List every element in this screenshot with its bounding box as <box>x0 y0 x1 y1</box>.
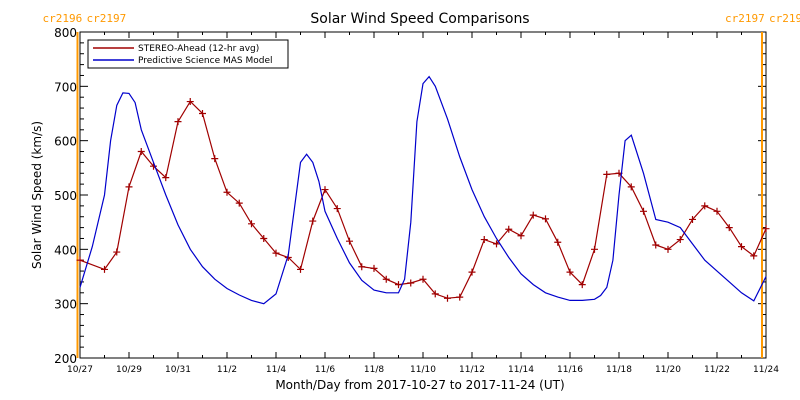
data-point-marker <box>346 237 353 245</box>
x-tick-label: 11/10 <box>410 365 436 375</box>
y-tick-label: 200 <box>54 352 77 366</box>
legend-box <box>87 39 289 69</box>
data-point-marker <box>591 245 598 253</box>
x-tick-label: 11/14 <box>508 365 534 375</box>
data-point-marker <box>235 199 243 207</box>
data-point-marker <box>358 263 366 271</box>
data-point-marker <box>419 275 427 283</box>
data-point-marker <box>321 186 329 194</box>
x-tick-label: 10/31 <box>165 365 191 375</box>
data-point-marker <box>554 238 562 246</box>
x-tick-label: 11/24 <box>753 365 779 375</box>
data-point-marker <box>297 265 304 273</box>
data-point-marker <box>689 215 696 223</box>
data-point-marker <box>529 211 537 219</box>
data-point-marker <box>162 174 170 182</box>
carrington-label-right: cr2197 <box>87 12 127 25</box>
data-point-marker <box>676 236 684 244</box>
axes: 200 300 400 500 600 700 800 10/27 10/29 10/31 11/2… <box>54 26 779 375</box>
y-tick-label: 600 <box>54 135 77 149</box>
y-axis-label: Solar Wind Speed (km/s) <box>30 121 44 269</box>
plot-frame <box>79 31 767 359</box>
data-point-marker <box>640 207 647 215</box>
x-tick-label: 11/22 <box>704 365 730 375</box>
data-point-marker <box>542 215 549 223</box>
x-tick-label: 11/2 <box>217 365 237 375</box>
data-point-marker <box>260 234 268 242</box>
x-tick-label: 11/6 <box>315 365 335 375</box>
y-tick-label: 300 <box>54 298 77 312</box>
data-point-marker <box>505 225 513 233</box>
x-tick-label: 11/18 <box>606 365 632 375</box>
data-point-marker <box>627 183 635 191</box>
data-point-marker <box>713 207 721 215</box>
y-tick-label: 500 <box>54 189 77 203</box>
data-point-marker <box>603 170 611 178</box>
legend-label-mas: Predictive Science MAS Model <box>138 56 273 66</box>
data-point-marker <box>370 264 378 272</box>
series-layer <box>76 75 770 305</box>
data-point-marker <box>137 148 145 156</box>
data-point-marker <box>125 183 133 191</box>
carrington-label-right: cr2198 <box>769 12 800 25</box>
data-point-marker <box>333 205 341 213</box>
data-point-marker <box>701 202 709 210</box>
x-tick-label: 11/12 <box>459 365 485 375</box>
data-point-marker <box>248 220 255 228</box>
data-point-marker <box>395 281 402 289</box>
data-point-marker <box>407 279 415 287</box>
data-point-marker <box>223 188 231 196</box>
y-tick-label: 700 <box>54 80 77 94</box>
data-point-marker <box>456 293 464 301</box>
data-point-marker <box>664 245 672 253</box>
data-point-marker <box>762 225 770 233</box>
data-point-marker <box>113 248 121 256</box>
data-point-marker <box>101 265 108 273</box>
data-point-marker <box>309 217 317 225</box>
data-point-marker <box>468 268 476 276</box>
legend: STEREO-Ahead (12-hr avg) Predictive Scie… <box>87 39 289 69</box>
x-tick-label: 10/29 <box>116 365 142 375</box>
data-point-marker <box>211 155 219 163</box>
x-tick-label: 11/16 <box>557 365 583 375</box>
data-point-marker <box>517 232 525 240</box>
data-point-marker <box>76 256 84 264</box>
data-point-marker <box>750 252 758 260</box>
legend-label-stereo: STEREO-Ahead (12-hr avg) <box>138 44 259 54</box>
data-point-marker <box>493 240 500 248</box>
x-axis-label: Month/Day from 2017-10-27 to 2017-11-24 … <box>275 378 564 392</box>
carrington-label-left: cr2197 <box>725 12 765 25</box>
data-point-marker <box>186 98 194 106</box>
carrington-label-left: cr2196 <box>43 12 83 25</box>
data-point-marker <box>199 110 206 117</box>
x-tick-label: 10/27 <box>67 365 93 375</box>
data-point-marker <box>431 290 439 298</box>
x-tick-label: 11/4 <box>266 365 286 375</box>
y-tick-label: 400 <box>54 243 77 257</box>
data-point-marker <box>444 294 451 302</box>
data-point-marker <box>578 281 586 289</box>
y-tick-label: 800 <box>54 26 77 40</box>
data-point-marker <box>652 241 660 249</box>
data-point-marker <box>174 118 182 126</box>
data-point-marker <box>272 249 280 257</box>
data-point-marker <box>738 243 745 251</box>
data-point-marker <box>725 224 733 232</box>
x-tick-label: 11/8 <box>364 365 384 375</box>
series-line-mas <box>79 75 767 305</box>
data-point-marker <box>382 275 390 283</box>
data-point-marker <box>480 236 488 244</box>
carrington-markers: cr2196 cr2197 cr2197 cr2198 <box>43 12 800 358</box>
x-tick-label: 11/20 <box>655 365 681 375</box>
data-point-marker <box>566 268 574 276</box>
series-line-stereo <box>79 100 767 299</box>
chart-title: Solar Wind Speed Comparisons <box>310 11 529 27</box>
